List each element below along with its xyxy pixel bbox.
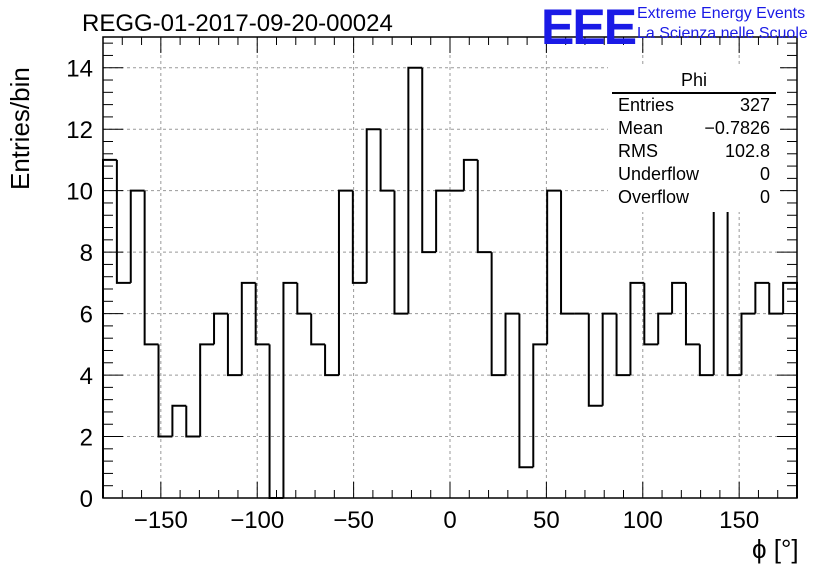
histogram-bin — [462, 158, 478, 191]
histogram-bin — [102, 158, 117, 498]
stats-label: RMS — [618, 141, 658, 161]
histogram-bin — [587, 313, 603, 407]
histogram-bin — [282, 281, 298, 498]
histogram-bin — [254, 282, 270, 346]
histogram-bin — [115, 159, 131, 284]
histogram-bin — [310, 313, 326, 346]
x-tick-label: −100 — [230, 507, 284, 534]
histogram-bin — [671, 281, 686, 314]
histogram-bin — [129, 189, 145, 283]
histogram-bin — [532, 343, 548, 468]
x-axis-label: ϕ [°] — [752, 534, 799, 564]
stats-value: −0.7826 — [704, 118, 770, 138]
stats-row-mean: Mean −0.7826 — [612, 117, 776, 140]
y-tick-label: 4 — [80, 363, 93, 390]
histogram-bin — [698, 344, 714, 377]
stats-row-rms: RMS 102.8 — [612, 140, 776, 163]
stats-label: Underflow — [618, 164, 700, 184]
logo-caption: Extreme Energy Events La Scienza nelle S… — [637, 4, 808, 44]
histogram-bin — [684, 282, 700, 346]
stats-box: Phi Entries 327 Mean −0.7826 RMS 102.8 U… — [612, 70, 776, 209]
histogram-bin — [421, 67, 437, 254]
logo-line-2: La Scienza nelle Scuole — [637, 25, 808, 42]
x-tick-label: 150 — [719, 507, 759, 534]
y-tick-label: 6 — [80, 302, 93, 329]
histogram-bin — [226, 313, 242, 377]
histogram-bin — [379, 129, 395, 192]
y-tick-label: 12 — [66, 117, 93, 144]
histogram-bin — [171, 404, 187, 437]
stats-row-overflow: Overflow 0 — [612, 186, 776, 209]
histogram-bin — [476, 159, 492, 254]
histogram-bin — [213, 312, 228, 345]
stats-row-underflow: Underflow 0 — [612, 163, 776, 186]
histogram-bin — [435, 189, 450, 253]
stats-label: Overflow — [618, 187, 690, 207]
stats-value: 102.8 — [724, 141, 770, 161]
histogram-bin — [337, 189, 353, 376]
stats-value: 0 — [759, 164, 770, 184]
x-tick-label: −150 — [134, 507, 188, 534]
histogram-bin — [268, 344, 284, 499]
stats-value: 0 — [759, 187, 770, 207]
histogram-bin — [782, 281, 798, 498]
histogram-bin — [407, 66, 423, 314]
histogram-bin — [199, 343, 215, 437]
stats-row-entries: Entries 327 — [612, 94, 776, 117]
y-tick-label: 0 — [80, 486, 93, 513]
histogram-bin — [657, 312, 673, 345]
histogram-bin — [560, 190, 575, 315]
y-axis-label: Entries/bin — [5, 67, 35, 190]
stats-box-background — [608, 66, 780, 212]
stats-value: 327 — [739, 95, 770, 115]
y-tick-label: 2 — [80, 425, 93, 452]
histogram-bin — [365, 128, 381, 283]
y-tick-label: 10 — [66, 179, 93, 206]
histogram-bin — [240, 281, 256, 376]
histogram-bin — [615, 313, 631, 377]
logo-line-1: Extreme Energy Events — [637, 5, 806, 22]
histogram-bin — [740, 312, 756, 376]
x-tick-label: 0 — [443, 507, 456, 534]
eee-logo: EEE — [541, 0, 637, 55]
stats-label: Mean — [618, 118, 664, 138]
histogram-bin — [143, 190, 159, 346]
x-tick-label: 50 — [533, 507, 560, 534]
stats-header: Phi — [612, 70, 776, 94]
y-tick-label: 14 — [66, 56, 93, 83]
histogram-bin — [157, 344, 173, 438]
histogram-bin — [351, 190, 367, 284]
histogram-bin — [504, 312, 520, 376]
histogram-bin — [490, 252, 506, 377]
histogram-bin — [518, 313, 534, 469]
histogram-bin — [296, 282, 312, 315]
x-tick-label: −50 — [333, 507, 374, 534]
histogram-bin — [643, 282, 659, 346]
stats-label: Entries — [618, 95, 675, 115]
histogram-bin — [185, 405, 201, 438]
x-tick-label: 100 — [623, 507, 663, 534]
chart-title: REGG-01-2017-09-20-00024 — [82, 10, 393, 37]
histogram-bin — [768, 282, 784, 315]
histogram-bin — [324, 344, 339, 377]
histogram-bin — [546, 189, 562, 345]
histogram-bin — [393, 190, 409, 315]
histogram-bin — [629, 281, 645, 376]
histogram-bin — [754, 281, 770, 314]
y-tick-label: 8 — [80, 240, 93, 267]
histogram-bin — [601, 312, 617, 406]
